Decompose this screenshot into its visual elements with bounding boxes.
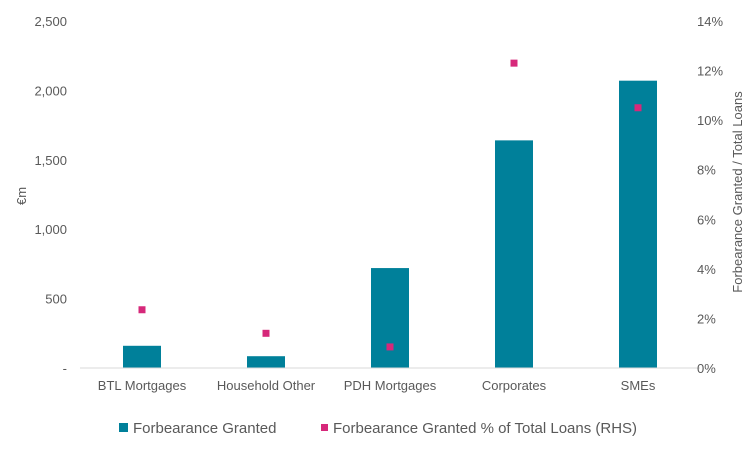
bar-series bbox=[123, 80, 657, 369]
marker-smes bbox=[634, 104, 642, 112]
bar-household-other bbox=[247, 356, 285, 368]
right-axis-title: Forbearance Granted / Total Loans bbox=[730, 91, 745, 293]
bar-smes bbox=[619, 80, 657, 369]
legend-swatch-marker bbox=[321, 424, 328, 431]
left-axis-ticks: - 500 1,000 1,500 2,000 2,500 bbox=[34, 14, 67, 376]
marker-corporates bbox=[510, 59, 518, 67]
right-tick-label: 6% bbox=[697, 212, 716, 227]
category-label: Corporates bbox=[482, 378, 547, 393]
category-label: Household Other bbox=[217, 378, 316, 393]
category-label: PDH Mortgages bbox=[344, 378, 437, 393]
marker-series bbox=[138, 59, 642, 351]
marker-household-other bbox=[262, 329, 270, 337]
right-tick-label: 10% bbox=[697, 113, 723, 128]
marker-pdh-mortgages bbox=[386, 343, 394, 351]
left-tick-label: 2,000 bbox=[34, 83, 67, 98]
right-tick-label: 2% bbox=[697, 311, 716, 326]
left-tick-label: - bbox=[63, 361, 67, 376]
left-tick-label: 1,000 bbox=[34, 222, 67, 237]
left-tick-label: 2,500 bbox=[34, 14, 67, 29]
right-tick-label: 12% bbox=[697, 64, 723, 79]
bar-corporates bbox=[495, 140, 533, 368]
marker-btl-mortgages bbox=[138, 306, 146, 314]
right-tick-label: 0% bbox=[697, 361, 716, 376]
x-axis-ticks: BTL Mortgages Household Other PDH Mortgage… bbox=[98, 378, 656, 393]
left-tick-label: 1,500 bbox=[34, 153, 67, 168]
right-tick-label: 4% bbox=[697, 262, 716, 277]
left-axis-title: €m bbox=[14, 187, 29, 205]
legend-label-marker: Forbearance Granted % of Total Loans (RH… bbox=[333, 420, 637, 437]
right-tick-label: 14% bbox=[697, 14, 723, 29]
right-axis-ticks: 0% 2% 4% 6% 8% 10% 12% 14% bbox=[697, 14, 723, 376]
bar-pdh-mortgages bbox=[371, 268, 409, 368]
legend-swatch-bar bbox=[119, 423, 128, 432]
right-tick-label: 8% bbox=[697, 163, 716, 178]
category-label: BTL Mortgages bbox=[98, 378, 187, 393]
legend: Forbearance Granted Forbearance Granted … bbox=[119, 420, 637, 437]
left-tick-label: 500 bbox=[45, 292, 67, 307]
category-label: SMEs bbox=[621, 378, 656, 393]
bar-btl-mortgages bbox=[123, 345, 161, 368]
legend-label-bar: Forbearance Granted bbox=[133, 420, 276, 437]
